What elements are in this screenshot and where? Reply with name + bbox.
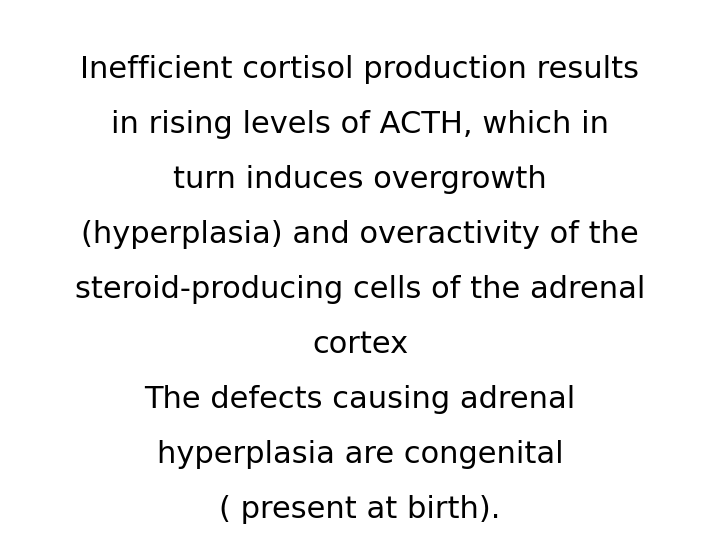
Text: hyperplasia are congenital: hyperplasia are congenital — [157, 440, 563, 469]
Text: in rising levels of ACTH, which in: in rising levels of ACTH, which in — [111, 110, 609, 139]
Text: turn induces overgrowth: turn induces overgrowth — [173, 165, 547, 194]
Text: (hyperplasia) and overactivity of the: (hyperplasia) and overactivity of the — [81, 220, 639, 249]
Text: Inefficient cortisol production results: Inefficient cortisol production results — [81, 55, 639, 84]
Text: ( present at birth).: ( present at birth). — [220, 495, 500, 524]
Text: The defects causing adrenal: The defects causing adrenal — [145, 385, 575, 414]
Text: steroid-producing cells of the adrenal: steroid-producing cells of the adrenal — [75, 275, 645, 304]
Text: cortex: cortex — [312, 330, 408, 359]
